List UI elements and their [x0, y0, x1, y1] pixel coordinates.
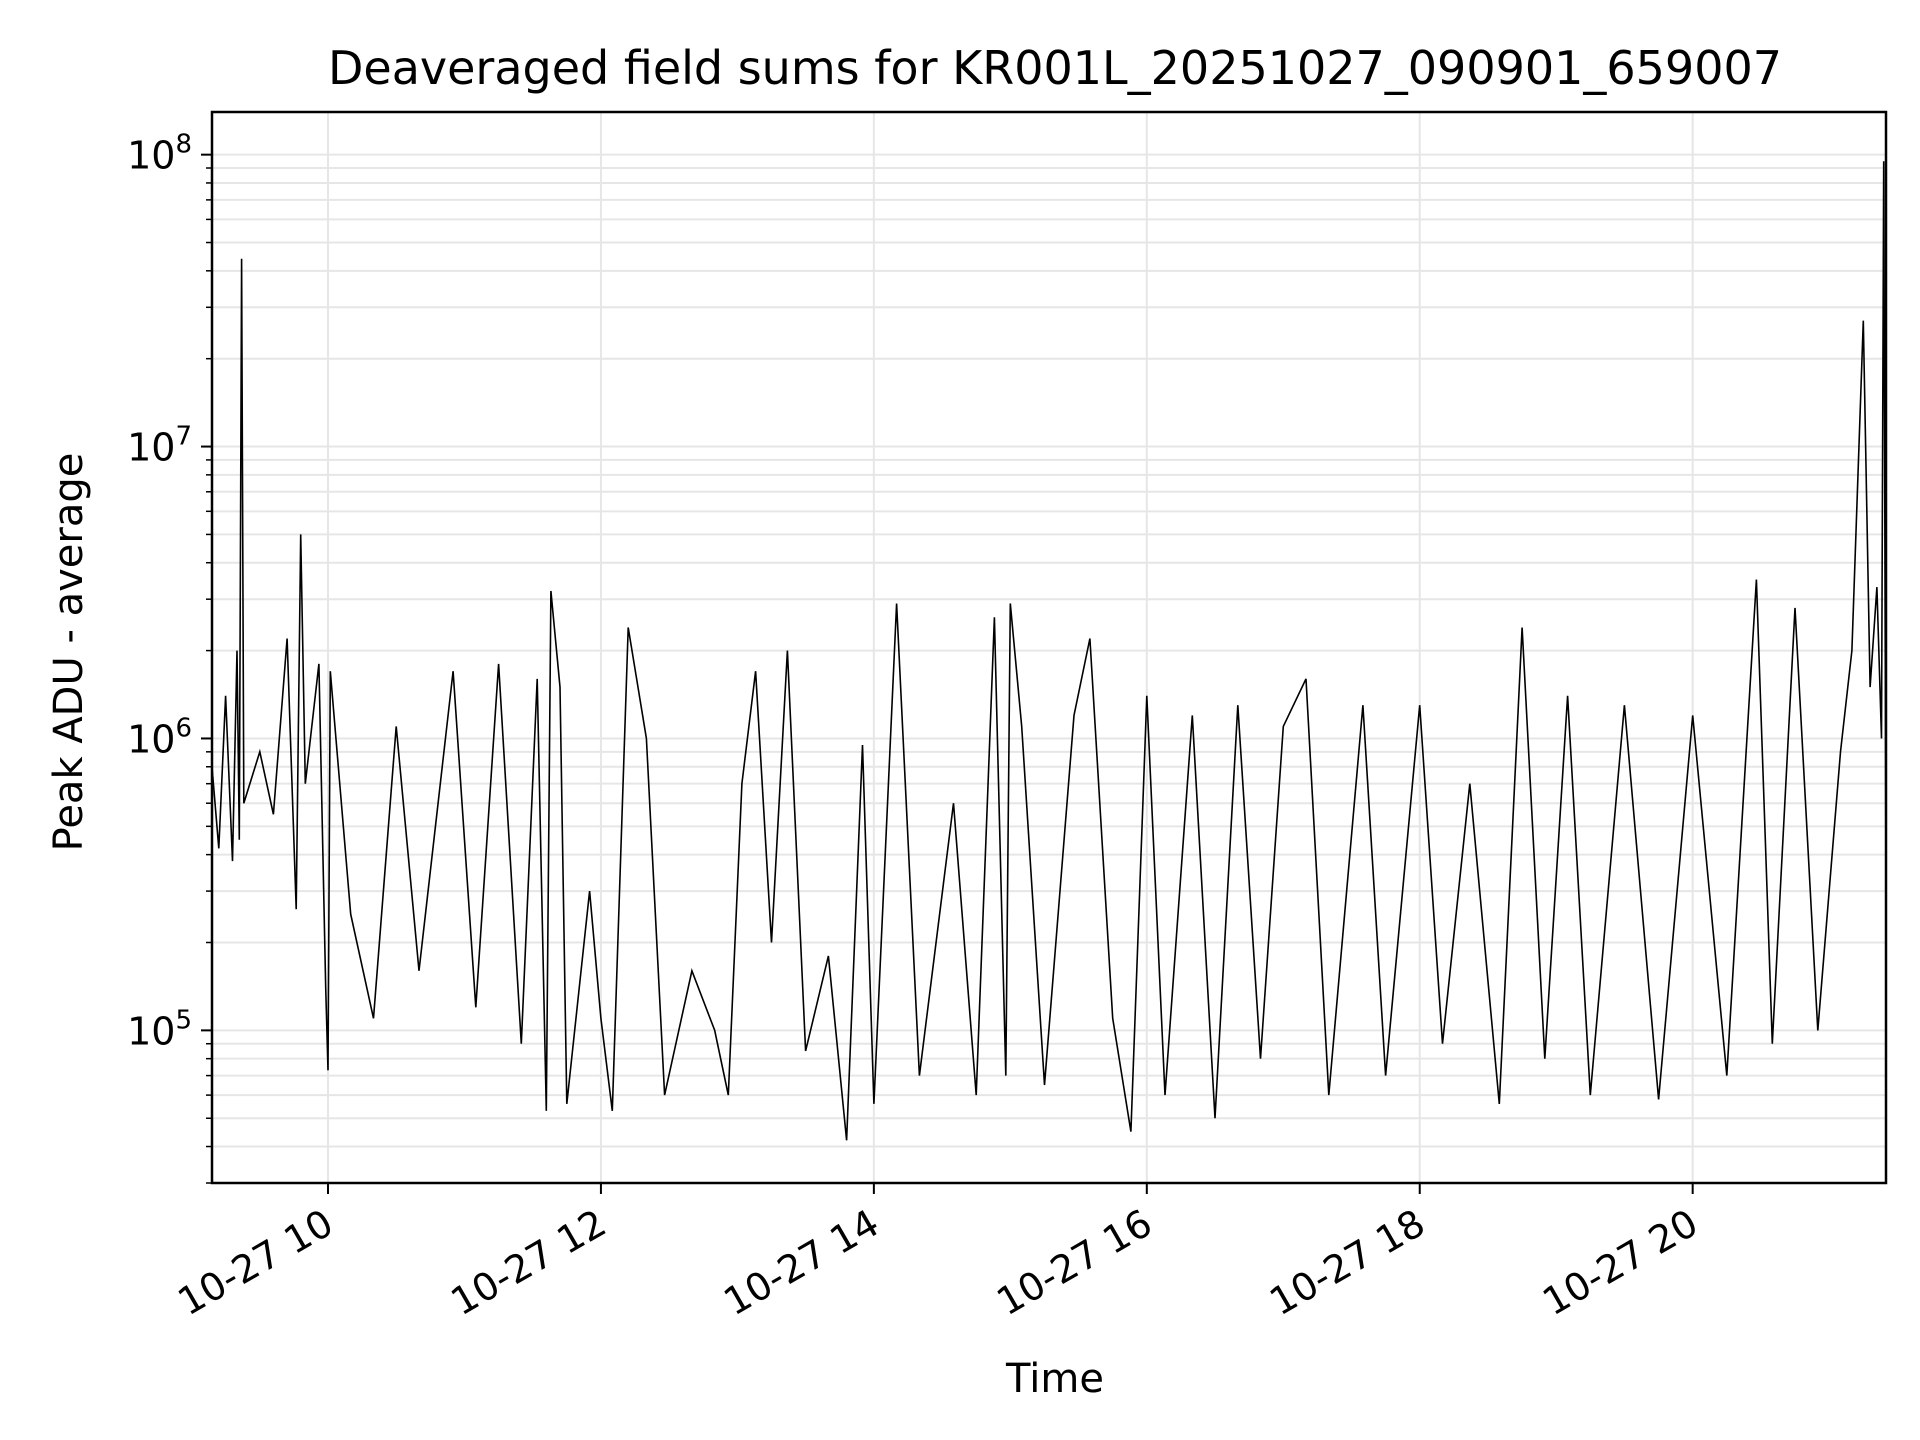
plot-frame — [210, 110, 1888, 1185]
y-axis-label: Peak ADU - average — [46, 453, 92, 852]
x-axis-label: Time — [1005, 1356, 1104, 1402]
y-tick-label: 107 — [127, 422, 192, 470]
y-tick-label: 108 — [127, 130, 192, 178]
series-layer — [211, 161, 1887, 1141]
y-tick-label: 105 — [127, 1005, 192, 1053]
series-line — [211, 161, 1887, 1141]
y-axis: 105 106 107 108 — [127, 130, 212, 1184]
y-tick-label: 106 — [127, 713, 192, 761]
chart-title: Deaveraged field sums for KR001L_2025102… — [328, 41, 1782, 95]
